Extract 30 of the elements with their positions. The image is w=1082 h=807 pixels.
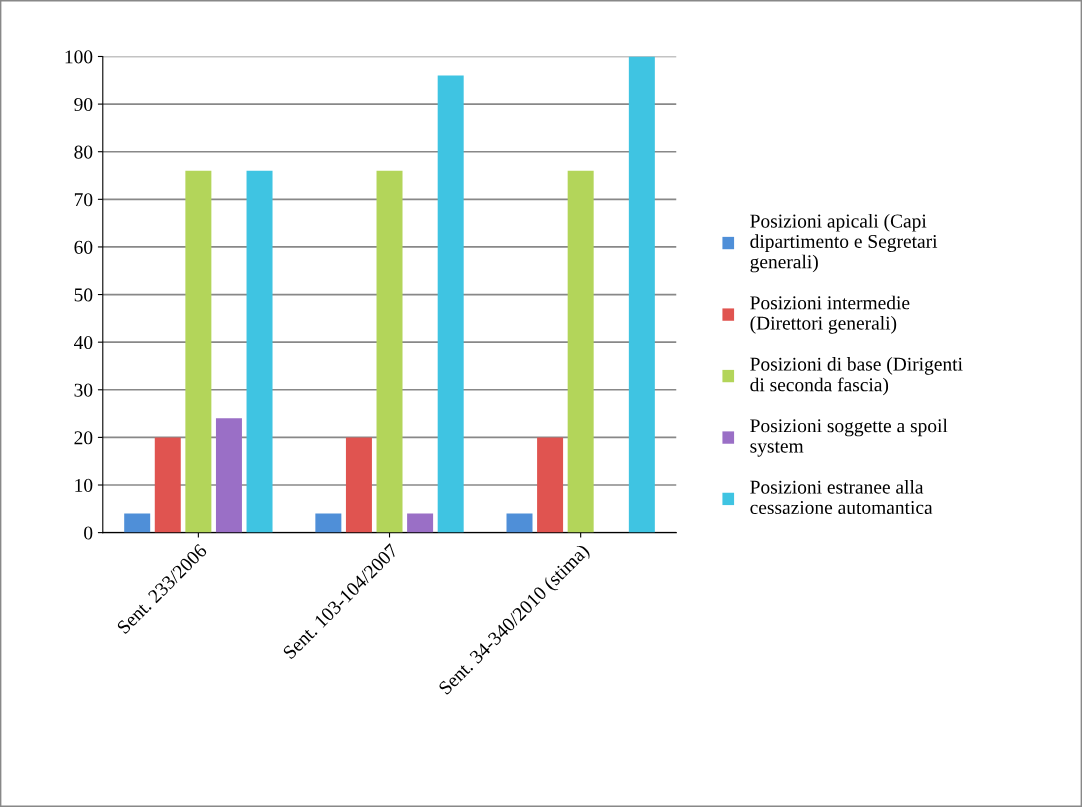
y-tick-label: 50 bbox=[74, 288, 93, 302]
bar bbox=[537, 437, 564, 533]
legend-label: Posizioni di base (Dirigenti di seconda fascia) bbox=[750, 357, 963, 396]
bar bbox=[567, 170, 594, 533]
legend-label: Posizioni estranee alla cessazione automantica bbox=[750, 480, 933, 515]
bar bbox=[154, 437, 181, 533]
legend-label: Posizioni apicali (Capi dipartimento e Segretari generali) bbox=[750, 213, 938, 273]
bar bbox=[315, 513, 342, 533]
legend-label: Posizioni intermedie (Direttori generali) bbox=[750, 295, 910, 334]
y-tick-label: 100 bbox=[65, 50, 93, 64]
y-tick-label: 70 bbox=[74, 193, 93, 207]
y-tick-label: 80 bbox=[74, 145, 93, 159]
bar bbox=[246, 170, 273, 533]
bar bbox=[407, 513, 434, 533]
y-tick-label: 90 bbox=[74, 97, 93, 112]
y-tick-label: 10 bbox=[75, 478, 93, 492]
bar bbox=[124, 513, 151, 533]
y-tick-label: 20 bbox=[74, 431, 93, 445]
bar bbox=[185, 170, 212, 533]
bar bbox=[437, 75, 464, 533]
bar bbox=[345, 437, 372, 533]
legend-label: Posizioni soggette a spoil system bbox=[750, 418, 948, 457]
bar bbox=[215, 418, 242, 533]
bar bbox=[628, 56, 655, 533]
y-tick-label: 30 bbox=[74, 383, 93, 397]
bar bbox=[506, 513, 533, 533]
y-tick-label: 60 bbox=[74, 240, 93, 254]
bar bbox=[376, 170, 403, 533]
y-tick-label: 40 bbox=[74, 335, 93, 350]
y-tick-label: 0 bbox=[84, 526, 93, 540]
